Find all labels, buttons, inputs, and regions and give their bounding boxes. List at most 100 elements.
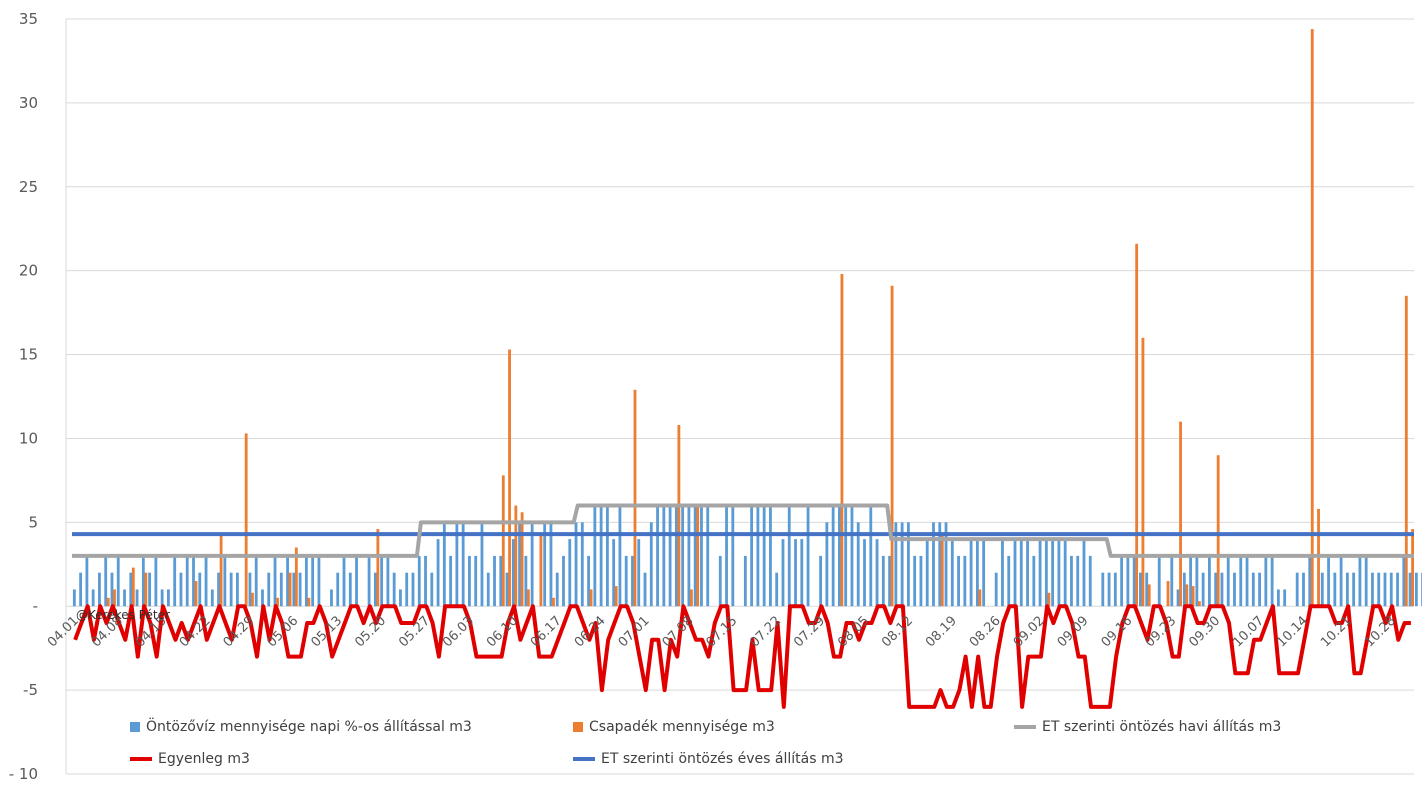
irrigation-bar — [524, 555, 528, 607]
x-tick-label: 06.24 — [572, 613, 609, 650]
irrigation-bar — [167, 589, 170, 607]
y-tick-label: 5 — [28, 513, 38, 531]
irrigation-bar — [1302, 572, 1305, 607]
irrigation-bar — [994, 572, 998, 607]
irrigation-bar — [123, 589, 126, 607]
irrigation-bar — [906, 522, 910, 607]
rain-bar — [307, 597, 311, 607]
irrigation-bar — [342, 555, 346, 607]
irrigation-bar — [687, 505, 691, 607]
rain-bar — [1141, 337, 1145, 607]
y-axis: 35 30 25 20 15 10 5 - -5 - 10 — [9, 10, 38, 783]
irrigation-bar — [1013, 539, 1017, 607]
x-tick-label: 08.12 — [879, 613, 916, 650]
irrigation-bar — [1414, 572, 1418, 607]
legend-item-monthly: ET szerinti öntözés havi állítás m3 — [1014, 719, 1281, 735]
rain-bar — [1179, 421, 1182, 607]
rain-bar — [1411, 529, 1414, 607]
irrigation-bar — [210, 589, 214, 607]
y-tick-label: - — [33, 597, 38, 615]
legend-label: Csapadék mennyisége m3 — [589, 719, 775, 735]
rain-bar — [690, 589, 693, 607]
rain-bar — [1404, 295, 1408, 607]
irrigation-bar — [750, 505, 754, 607]
irrigation-bar — [154, 555, 158, 607]
irrigation-bar — [806, 505, 810, 607]
x-tick-label: 07.01 — [616, 613, 653, 650]
irrigation-bar — [549, 522, 553, 607]
irrigation-bar — [819, 555, 823, 607]
irrigation-bar — [1371, 572, 1374, 607]
irrigation-bar — [825, 522, 829, 607]
irrigation-bar — [411, 572, 415, 607]
irrigation-bar — [944, 522, 948, 607]
irrigation-bar — [881, 555, 885, 607]
rain-bar — [520, 512, 524, 607]
irrigation-bar — [888, 555, 891, 607]
irrigation-bar — [1101, 572, 1105, 607]
irrigation-bar — [1007, 555, 1011, 607]
y-tick-label: -5 — [23, 681, 38, 699]
rain-bar — [244, 433, 248, 607]
y-tick-label: 25 — [19, 178, 38, 196]
irrigation-bar — [455, 522, 459, 607]
rain-bar — [376, 529, 380, 607]
irrigation-bar — [894, 522, 898, 607]
irrigation-bar — [693, 505, 697, 607]
irrigation-bar — [756, 505, 760, 607]
irrigation-bar — [850, 505, 854, 607]
irrigation-bar — [1139, 572, 1142, 607]
rain-bar — [677, 425, 681, 607]
irrigation-bar — [493, 555, 496, 607]
irrigation-bar — [104, 555, 108, 607]
legend-label: ET szerinti öntözés éves állítás m3 — [601, 751, 844, 767]
irrigation-bar — [969, 539, 973, 607]
irrigation-bar — [925, 539, 929, 607]
irrigation-bar — [919, 555, 923, 607]
irrigation-bar — [355, 555, 358, 607]
rain-bar — [614, 586, 618, 607]
irrigation-bar — [781, 539, 785, 607]
legend-item-annual: ET szerinti öntözés éves állítás m3 — [573, 751, 844, 767]
irrigation-bars — [72, 505, 1422, 607]
irrigation-bar — [1258, 572, 1261, 607]
irrigation-bar — [1270, 555, 1274, 607]
irrigation-bar — [1389, 572, 1393, 607]
irrigation-bar — [417, 555, 421, 607]
irrigation-bar — [424, 555, 427, 607]
rain-bar — [144, 572, 148, 607]
irrigation-bar — [1364, 555, 1368, 607]
irrigation-bar — [1170, 555, 1174, 607]
irrigation-bar — [1076, 555, 1080, 607]
irrigation-bar — [1126, 555, 1130, 607]
rain-bars — [106, 29, 1414, 607]
irrigation-bar — [700, 505, 703, 607]
rain-bar — [1147, 584, 1151, 607]
irrigation-bar — [574, 522, 578, 607]
irrigation-bar — [505, 572, 509, 607]
irrigation-bar — [1308, 555, 1312, 607]
rain-bar — [840, 274, 844, 607]
irrigation-bar — [1383, 572, 1387, 607]
irrigation-bar — [762, 505, 766, 607]
irrigation-bar — [612, 539, 616, 607]
irrigation-bar — [869, 505, 873, 607]
rain-bar — [940, 535, 944, 607]
irrigation-bar — [963, 555, 967, 607]
irrigation-bar — [1132, 555, 1136, 607]
irrigation-bar — [718, 555, 722, 607]
irrigation-bar — [568, 539, 572, 607]
irrigation-bar — [838, 505, 841, 607]
rain-bar — [106, 597, 110, 607]
irrigation-bar — [950, 539, 954, 607]
irrigation-bar — [587, 555, 590, 607]
irrigation-bar — [267, 572, 271, 607]
irrigation-bar — [957, 555, 960, 607]
x-tick-label: 05.20 — [352, 613, 389, 650]
irrigation-bar — [1157, 555, 1161, 607]
rain-bar — [1197, 601, 1201, 607]
irrigation-bar — [449, 555, 453, 607]
irrigation-bar — [1233, 572, 1236, 607]
irrigation-bar — [185, 555, 189, 607]
irrigation-bar — [1082, 539, 1086, 607]
